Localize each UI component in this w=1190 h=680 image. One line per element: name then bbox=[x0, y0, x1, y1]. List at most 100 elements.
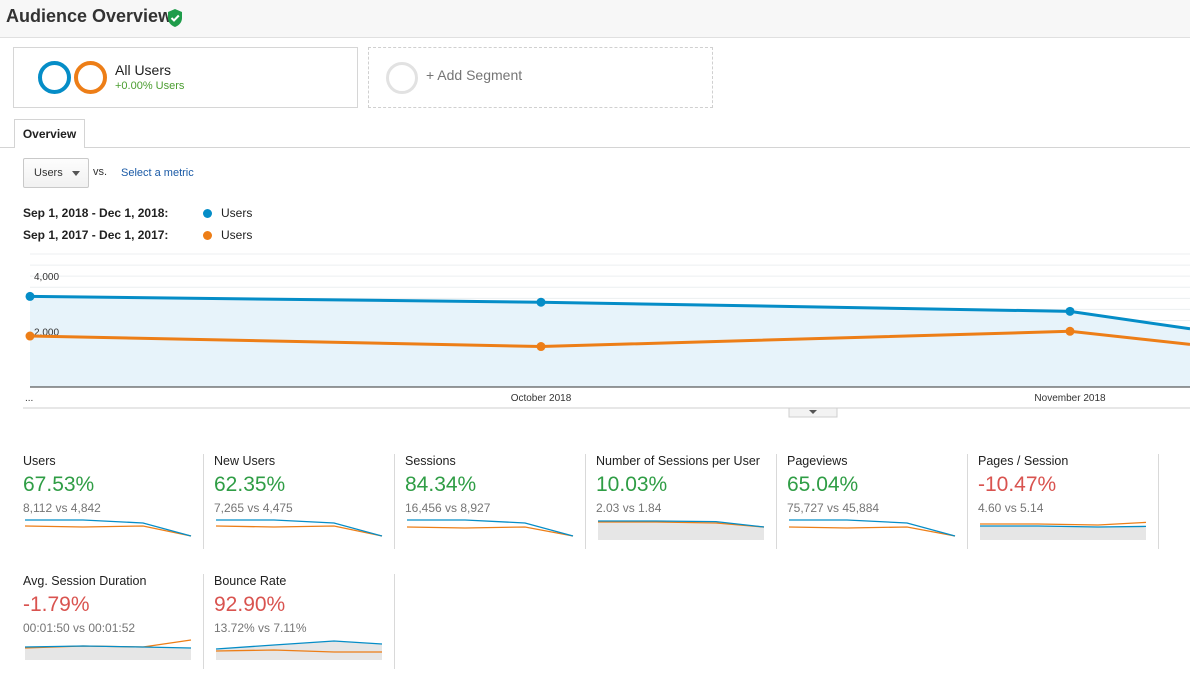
select-metric-link[interactable]: Select a metric bbox=[121, 167, 194, 179]
metric-comparison: 75,727 vs 45,884 bbox=[787, 501, 880, 515]
sparkline-current bbox=[24, 645, 192, 649]
add-segment-button[interactable]: + Add Segment bbox=[368, 47, 713, 108]
metric-tile[interactable]: Number of Sessions per User 10.03% 2.03 vs… bbox=[596, 454, 776, 549]
vs-label: vs. bbox=[93, 166, 108, 178]
sparkline-area bbox=[25, 646, 191, 660]
x-tick-label: ... bbox=[25, 393, 33, 404]
sparkline-previous bbox=[406, 526, 574, 537]
metric-name: Avg. Session Duration bbox=[23, 574, 147, 588]
metric-tile[interactable]: Pageviews 65.04% 75,727 vs 45,884 bbox=[787, 454, 967, 549]
metric-select-value: Users bbox=[34, 167, 63, 179]
metric-name: Number of Sessions per User bbox=[596, 454, 760, 468]
metric-sparkline bbox=[24, 639, 192, 660]
segment-all-users[interactable]: All Users +0.00% Users bbox=[13, 47, 358, 108]
metric-name: Sessions bbox=[405, 454, 456, 468]
metric-divider bbox=[394, 454, 395, 549]
data-point-previous bbox=[1065, 326, 1075, 336]
x-tick-label: October 2018 bbox=[511, 393, 572, 404]
sparkline-previous bbox=[598, 521, 765, 528]
data-point-current bbox=[25, 291, 35, 301]
page-title: Audience Overview bbox=[6, 6, 173, 26]
legend-dot-icon bbox=[203, 209, 212, 218]
metric-name: Bounce Rate bbox=[214, 574, 287, 588]
metric-comparison: 13.72% vs 7.11% bbox=[214, 621, 307, 635]
metric-comparison: 2.03 vs 1.84 bbox=[596, 501, 662, 515]
segment-title: All Users bbox=[115, 62, 172, 78]
add-segment-label: + Add Segment bbox=[426, 67, 523, 83]
data-point-previous bbox=[25, 331, 35, 341]
metric-change: 84.34% bbox=[405, 473, 477, 496]
data-point-current bbox=[536, 297, 546, 307]
metric-divider bbox=[394, 574, 395, 669]
metric-tile[interactable]: New Users 62.35% 7,265 vs 4,475 bbox=[214, 454, 394, 549]
sparkline-current bbox=[215, 640, 383, 650]
metric-change: -10.47% bbox=[978, 473, 1057, 496]
metric-name: Pages / Session bbox=[978, 454, 1069, 468]
metric-comparison: 16,456 vs 8,927 bbox=[405, 501, 491, 515]
metric-divider bbox=[1158, 454, 1159, 549]
tab-divider bbox=[0, 147, 1190, 148]
metric-change: 67.53% bbox=[23, 473, 95, 496]
sparkline-area bbox=[598, 521, 764, 540]
metric-comparison: 8,112 vs 4,842 bbox=[23, 501, 101, 515]
sparkline-previous bbox=[215, 525, 383, 537]
chevron-down-icon bbox=[809, 410, 817, 414]
chart-collapse-toggle[interactable] bbox=[788, 407, 838, 418]
y-tick-label: 2,000 bbox=[34, 328, 59, 339]
metric-comparison: 00:01:50 vs 00:01:52 bbox=[23, 621, 136, 635]
sparkline-previous bbox=[980, 521, 1147, 526]
sparkline-previous bbox=[788, 526, 956, 537]
metric-sparkline bbox=[598, 520, 765, 540]
series-area-current bbox=[30, 296, 1190, 387]
metric-sparkline bbox=[980, 521, 1147, 540]
legend-label: Users bbox=[221, 206, 253, 220]
series-line-current bbox=[29, 294, 1190, 331]
metric-tile[interactable]: Bounce Rate 92.90% 13.72% vs 7.11% bbox=[214, 574, 394, 669]
metric-sparkline bbox=[215, 640, 383, 660]
data-point-current bbox=[1065, 306, 1075, 316]
metric-tile[interactable]: Avg. Session Duration -1.79% 00:01:50 vs 0… bbox=[23, 574, 203, 669]
series-line-previous bbox=[29, 329, 1190, 349]
metric-divider bbox=[203, 574, 204, 669]
empty-segment-ring-icon bbox=[386, 62, 418, 94]
metric-change: -1.79% bbox=[23, 593, 90, 616]
legend-date-range: Sep 1, 2018 - Dec 1, 2018: bbox=[23, 206, 169, 220]
legend-dot-icon bbox=[203, 231, 212, 240]
sparkline-area bbox=[980, 526, 1146, 540]
legend-date-range: Sep 1, 2017 - Dec 1, 2017: bbox=[23, 228, 169, 242]
sparkline-current bbox=[598, 520, 765, 528]
metric-divider bbox=[203, 454, 204, 549]
data-point-previous bbox=[536, 342, 546, 352]
report-header: Audience Overview bbox=[0, 0, 1190, 38]
metric-change: 10.03% bbox=[596, 473, 668, 496]
sparkline-current bbox=[980, 525, 1147, 528]
metric-tile[interactable]: Sessions 84.34% 16,456 vs 8,927 bbox=[405, 454, 585, 549]
metric-change: 65.04% bbox=[787, 473, 859, 496]
metric-sparkline bbox=[788, 519, 956, 537]
segment-ring-icon bbox=[74, 61, 107, 94]
metric-comparison: 4.60 vs 5.14 bbox=[978, 501, 1044, 515]
sparkline-previous bbox=[215, 649, 382, 653]
y-tick-label: 4,000 bbox=[34, 272, 59, 283]
metric-change: 92.90% bbox=[214, 593, 286, 616]
metric-tile[interactable]: Users 67.53% 8,112 vs 4,842 bbox=[23, 454, 203, 549]
metric-sparkline bbox=[406, 519, 574, 537]
metric-tile[interactable]: Pages / Session -10.47% 4.60 vs 5.14 bbox=[978, 454, 1158, 549]
metric-sparkline bbox=[24, 519, 192, 537]
metric-divider bbox=[776, 454, 777, 549]
dropdown-caret-icon bbox=[72, 171, 80, 176]
metric-select-dropdown[interactable]: Users bbox=[23, 158, 89, 188]
metric-comparison: 7,265 vs 4,475 bbox=[214, 501, 293, 515]
legend-label: Users bbox=[221, 228, 253, 242]
tab-overview[interactable]: Overview bbox=[14, 119, 85, 148]
metric-divider bbox=[585, 454, 586, 549]
sparkline-current bbox=[789, 519, 956, 537]
x-tick-label: November 2018 bbox=[1034, 393, 1106, 404]
segment-subtitle: +0.00% Users bbox=[115, 80, 185, 92]
sparkline-previous bbox=[24, 525, 192, 537]
metric-name: Pageviews bbox=[787, 454, 848, 468]
users-line-chart: 4,000 2,000 ... October 2018 November 2018 bbox=[23, 253, 1190, 418]
sparkline-current bbox=[407, 519, 574, 537]
verified-shield-icon bbox=[168, 9, 182, 27]
metric-sparkline bbox=[215, 519, 383, 537]
